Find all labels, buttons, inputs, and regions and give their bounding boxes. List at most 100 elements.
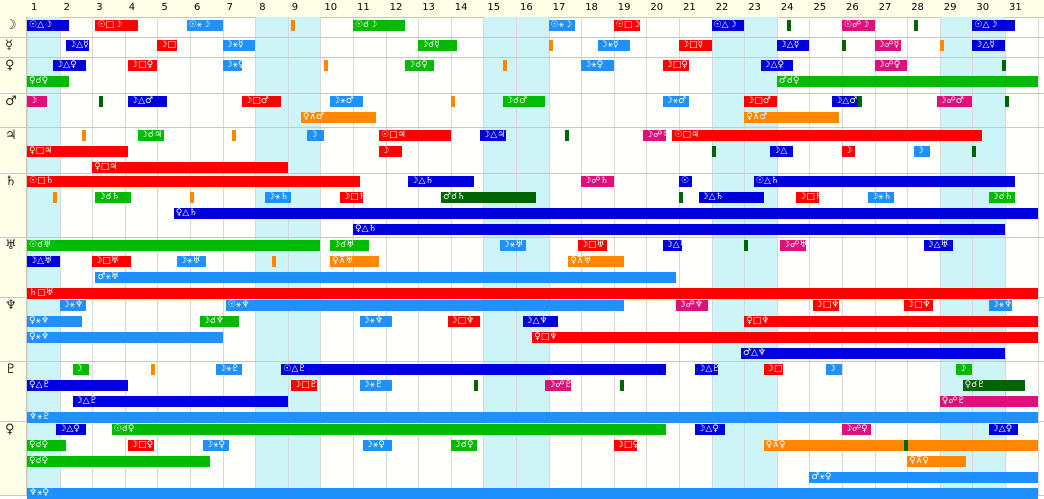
aspect-bar[interactable]: ♀⊼♅ <box>568 256 624 267</box>
aspect-tick[interactable] <box>842 40 846 51</box>
aspect-bar[interactable]: ☽⚹♀ <box>581 60 614 71</box>
aspect-bar[interactable]: ☽□♄ <box>796 192 820 203</box>
aspect-bar[interactable]: ☉□☽ <box>613 20 640 31</box>
aspect-bar[interactable]: ☽☍♀ <box>842 424 872 435</box>
aspect-bar[interactable]: ♀□♃ <box>27 146 129 157</box>
aspect-bar[interactable]: ☽☌♅ <box>330 240 370 251</box>
aspect-bar[interactable]: ☉□♃ <box>672 130 983 141</box>
aspect-tick[interactable] <box>271 256 276 267</box>
aspect-bar[interactable]: ☽□♀ <box>128 440 155 451</box>
aspect-bar[interactable]: ☽☌♄ <box>95 192 132 203</box>
aspect-bar[interactable]: ♀△♄ <box>353 224 1005 235</box>
aspect-bar[interactable]: ☽⚹♀ <box>203 440 230 451</box>
aspect-bar[interactable]: ☽□♆ <box>447 316 481 327</box>
aspect-bar[interactable]: ☽△☿ <box>66 40 89 51</box>
aspect-bar[interactable]: ☽ <box>825 364 842 375</box>
aspect-tick[interactable] <box>744 240 749 251</box>
aspect-bar[interactable]: ☽△♃ <box>480 130 507 141</box>
aspect-bar[interactable]: ☽☌♀ <box>450 440 477 451</box>
aspect-bar[interactable]: ☽⚹♀ <box>222 60 243 71</box>
aspect-tick[interactable] <box>190 192 194 203</box>
aspect-bar[interactable]: ♀☌♀ <box>27 456 210 467</box>
aspect-bar[interactable]: ☉☌♅ <box>27 240 321 251</box>
aspect-bar[interactable]: ☉☌☽ <box>353 20 406 31</box>
aspect-bar[interactable]: ☽⚹☿ <box>597 40 631 51</box>
aspect-bar[interactable]: ☽□♀ <box>613 440 637 451</box>
aspect-bar[interactable]: ☽☍♂ <box>936 96 973 107</box>
aspect-bar[interactable]: ☽△♀ <box>988 424 1019 435</box>
aspect-bar[interactable]: ☉⚹♆ <box>225 300 624 311</box>
aspect-bar[interactable]: ☽△ <box>770 146 794 157</box>
aspect-bar[interactable]: ☽ <box>956 364 973 375</box>
aspect-bar[interactable]: ☽△♀ <box>760 60 794 71</box>
aspect-bar[interactable]: ♂⚹♀ <box>809 472 1038 483</box>
aspect-tick[interactable] <box>323 60 328 71</box>
aspect-bar[interactable]: ☽□♂ <box>744 96 777 107</box>
aspect-bar[interactable]: ♀☌♇ <box>962 380 1025 391</box>
aspect-tick[interactable] <box>53 192 58 203</box>
aspect-tick[interactable] <box>711 146 716 157</box>
aspect-bar[interactable]: ☽△♅ <box>27 256 60 267</box>
aspect-bar[interactable]: ☽△♇ <box>72 396 288 407</box>
aspect-bar[interactable]: ☽△♂ <box>128 96 168 107</box>
aspect-tick[interactable] <box>82 130 87 141</box>
aspect-bar[interactable]: ☉△♇ <box>281 364 666 375</box>
aspect-bar[interactable]: ☽☍♄ <box>581 176 614 187</box>
aspect-bar[interactable]: ♂△♆ <box>740 348 1005 359</box>
aspect-bar[interactable]: ☽□♅ <box>92 256 132 267</box>
aspect-bar[interactable]: ☽☌♄ <box>988 192 1015 203</box>
aspect-bar[interactable]: ☉△☽ <box>972 20 1015 31</box>
aspect-bar[interactable]: ♀⊼♀ <box>907 456 966 467</box>
aspect-bar[interactable]: ☽☍♃ <box>643 130 666 141</box>
aspect-bar[interactable]: ♀△♇ <box>27 380 129 391</box>
aspect-bar[interactable]: ☉□♃ <box>379 130 451 141</box>
aspect-tick[interactable] <box>972 146 977 157</box>
aspect-bar[interactable]: ☽□♀ <box>662 60 689 71</box>
aspect-bar[interactable]: ☽ <box>27 96 47 107</box>
aspect-bar[interactable]: ☽☌♆ <box>199 316 239 327</box>
aspect-bar[interactable]: ♀□♆ <box>744 316 1038 327</box>
aspect-bar[interactable]: ☽□♅ <box>577 240 608 251</box>
aspect-bar[interactable]: ☽△♄ <box>698 192 764 203</box>
aspect-tick[interactable] <box>1001 60 1006 71</box>
aspect-tick[interactable] <box>564 130 569 141</box>
aspect-bar[interactable]: ♀☌♀ <box>27 440 67 451</box>
aspect-bar[interactable]: ☽△♂ <box>832 96 862 107</box>
aspect-bar[interactable]: ♀□♃ <box>92 162 288 173</box>
aspect-tick[interactable] <box>473 380 478 391</box>
aspect-bar[interactable]: ☉□☽ <box>95 20 138 31</box>
aspect-bar[interactable]: ☉△☽ <box>711 20 745 31</box>
aspect-bar[interactable]: ☽△♀ <box>56 424 86 435</box>
aspect-bar[interactable]: ☽△♄ <box>408 176 474 187</box>
aspect-bar[interactable]: ☽□♀ <box>128 60 158 71</box>
aspect-bar[interactable]: ☽□♇ <box>763 364 784 375</box>
aspect-bar[interactable]: ☽⚹♂ <box>662 96 689 107</box>
aspect-bar[interactable]: ♀□♆ <box>532 332 1038 343</box>
aspect-tick[interactable] <box>939 40 944 51</box>
aspect-bar[interactable]: ☽ <box>379 146 402 157</box>
aspect-bar[interactable]: ☽⚹♆ <box>359 316 393 327</box>
aspect-bar[interactable]: ☽□♇ <box>291 380 318 391</box>
aspect-tick[interactable] <box>903 440 908 451</box>
aspect-tick[interactable] <box>450 96 455 107</box>
aspect-tick[interactable] <box>98 96 103 107</box>
aspect-bar[interactable]: ☽☌♂ <box>502 96 546 107</box>
aspect-bar[interactable]: ☽△♀ <box>53 60 86 71</box>
aspect-bar[interactable]: ☽□♂ <box>242 96 282 107</box>
aspect-bar[interactable]: ☉△♄ <box>753 176 1015 187</box>
aspect-bar[interactable]: ♀☍♇ <box>939 396 1038 407</box>
aspect-bar[interactable]: ♀⊼♅ <box>330 256 380 267</box>
aspect-tick[interactable] <box>502 60 507 71</box>
aspect-bar[interactable]: ☽☌♃ <box>137 130 164 141</box>
aspect-tick[interactable] <box>150 364 155 375</box>
aspect-tick[interactable] <box>858 96 863 107</box>
aspect-bar[interactable]: ☽△♇ <box>695 364 719 375</box>
aspect-bar[interactable]: ♀△♄ <box>173 208 1038 219</box>
aspect-bar[interactable]: ☽□♄ <box>339 192 363 203</box>
aspect-tick[interactable] <box>913 20 918 31</box>
aspect-bar[interactable]: ☽△♅ <box>662 240 683 251</box>
aspect-bar[interactable]: ☽☍♆ <box>675 300 709 311</box>
aspect-bar[interactable]: ♀☌♀ <box>27 76 70 87</box>
aspect-bar[interactable]: ♆⚹♀ <box>27 488 1038 499</box>
aspect-bar[interactable]: ☽△♆ <box>522 316 559 327</box>
